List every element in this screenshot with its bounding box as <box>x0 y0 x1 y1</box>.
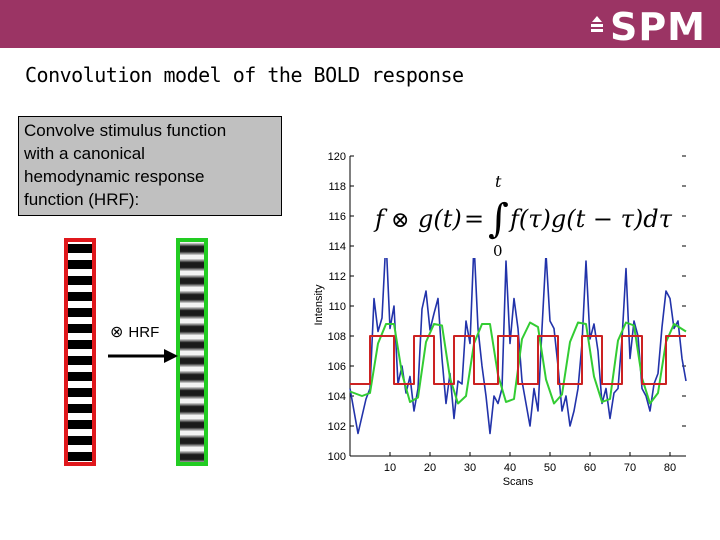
spm-logo: SPM <box>590 8 706 46</box>
svg-text:20: 20 <box>424 462 436 474</box>
svg-text:114: 114 <box>328 241 346 253</box>
convolution-icon: ⊗ <box>110 324 124 341</box>
convolved-bar-frame <box>176 238 208 466</box>
logo-mark-icon <box>590 16 603 32</box>
svg-text:=: = <box>464 205 484 233</box>
convolved-bar <box>176 238 208 466</box>
x-axis-label: Scans <box>503 476 534 488</box>
svg-text:50: 50 <box>544 462 556 474</box>
stimulus-bar-frame <box>64 238 96 466</box>
svg-text:118: 118 <box>328 181 346 193</box>
svg-text:104: 104 <box>328 391 346 403</box>
bold-response-chart: 100 102 104 106 108 110 112 114 116 118 120 10 20 30 4… <box>313 151 687 488</box>
convolution-equation: f ⊗ g(t) = ∫ t 0 f(τ)g(t − τ)dτ <box>372 172 673 260</box>
stimulus-pattern <box>68 242 92 462</box>
svg-text:∫: ∫ <box>488 196 509 242</box>
svg-text:116: 116 <box>328 211 346 223</box>
series-line <box>350 335 686 385</box>
svg-text:f(τ)g(t − τ)dτ: f(τ)g(t − τ)dτ <box>508 205 673 233</box>
svg-text:30: 30 <box>464 462 476 474</box>
chart-lines <box>349 237 687 435</box>
description-line: function (HRF): <box>24 190 140 209</box>
description-line: with a canonical <box>24 144 145 163</box>
svg-text:120: 120 <box>328 151 346 163</box>
stimulus-bar <box>64 238 96 466</box>
svg-text:60: 60 <box>584 462 596 474</box>
y-axis-label: Intensity <box>313 284 325 325</box>
svg-text:106: 106 <box>328 361 346 373</box>
description-line: Convolve stimulus function <box>24 121 227 140</box>
header-bar: SPM <box>0 0 720 48</box>
logo-text: SPM <box>609 5 706 49</box>
svg-text:⊗: ⊗ <box>391 208 409 233</box>
svg-text:112: 112 <box>328 271 346 283</box>
svg-text:40: 40 <box>504 462 516 474</box>
slide-title: Convolution model of the BOLD response <box>25 63 464 87</box>
arrow-right-icon <box>108 349 178 363</box>
svg-text:100: 100 <box>328 451 346 463</box>
svg-text:g(t): g(t) <box>418 205 462 233</box>
description-line: hemodynamic response <box>24 167 205 186</box>
description-box: Convolve stimulus function with a canoni… <box>18 116 282 216</box>
svg-text:110: 110 <box>328 301 346 313</box>
convolved-pattern <box>180 242 204 463</box>
svg-text:80: 80 <box>664 462 676 474</box>
svg-text:t: t <box>495 172 502 191</box>
svg-text:0: 0 <box>493 242 503 260</box>
svg-text:102: 102 <box>328 421 346 433</box>
svg-text:70: 70 <box>624 462 636 474</box>
hrf-label: HRF <box>128 323 160 341</box>
svg-text:10: 10 <box>384 462 396 474</box>
svg-text:108: 108 <box>328 331 346 343</box>
hrf-operator-label: ⊗ HRF <box>110 322 159 342</box>
